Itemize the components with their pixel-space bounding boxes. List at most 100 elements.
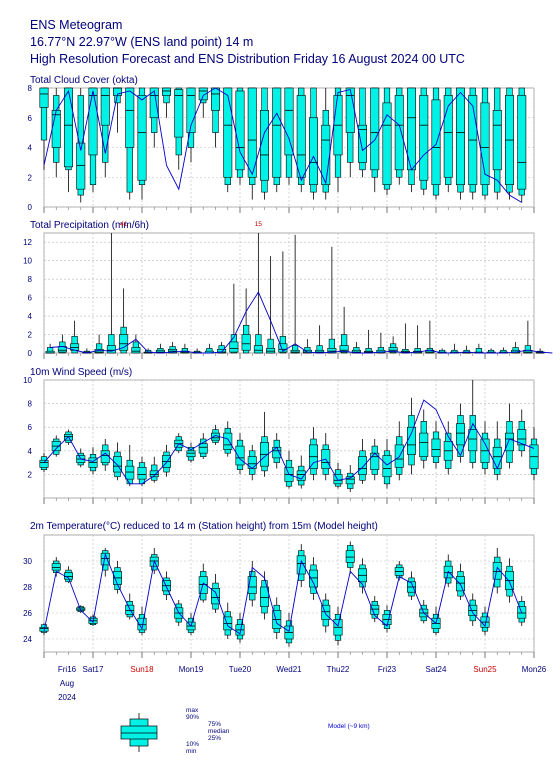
box-p25-p75 bbox=[51, 110, 61, 148]
box-p25-p75 bbox=[125, 87, 135, 148]
box-p25-p75 bbox=[308, 117, 318, 185]
box-p25-p75 bbox=[186, 87, 196, 133]
box-p25-p75 bbox=[64, 87, 74, 168]
box-p25-p75 bbox=[296, 95, 306, 178]
day-label: Mon26 bbox=[522, 665, 547, 674]
box-p25-p75 bbox=[266, 348, 276, 354]
box-p25-p75 bbox=[259, 586, 269, 607]
box-p25-p75 bbox=[247, 87, 257, 178]
box-p25-p75 bbox=[241, 334, 251, 351]
y-tick-label: 4 bbox=[28, 447, 33, 456]
legend-label: max bbox=[186, 707, 199, 714]
box-p25-p75 bbox=[76, 142, 86, 190]
box-p25-p75 bbox=[149, 87, 159, 119]
model-line bbox=[43, 399, 535, 485]
legend-label: min bbox=[186, 748, 197, 755]
day-label: Fri23 bbox=[378, 665, 397, 674]
box-p25-p75 bbox=[51, 563, 61, 571]
day-label: Sat24 bbox=[426, 665, 447, 674]
box-p25-p75 bbox=[296, 555, 306, 575]
month-label: Aug bbox=[60, 679, 74, 688]
box-p25-p75 bbox=[272, 446, 282, 459]
box-p25-p75 bbox=[113, 456, 123, 473]
box-p25-p75 bbox=[308, 569, 318, 588]
model-line bbox=[43, 552, 523, 635]
box-p25-p75 bbox=[443, 95, 453, 178]
box-p25-p75 bbox=[174, 89, 184, 138]
box-p25-p75 bbox=[455, 87, 465, 185]
y-tick-label: 10 bbox=[23, 257, 32, 266]
box-p25-p75 bbox=[119, 334, 129, 351]
box-p25-p75 bbox=[106, 345, 116, 354]
box-p25-p75 bbox=[370, 604, 380, 615]
panel-title: 10m Wind Speed (m/s) bbox=[30, 367, 132, 378]
box-p25-p75 bbox=[517, 429, 527, 446]
box-p25-p75 bbox=[357, 124, 367, 163]
box-p25-p75 bbox=[247, 576, 257, 594]
box-p25-p75 bbox=[223, 432, 233, 450]
day-label: Mon19 bbox=[179, 665, 204, 674]
y-tick-label: 10 bbox=[23, 376, 32, 385]
legend-label: 10% bbox=[186, 741, 199, 748]
box-p25-p75 bbox=[100, 450, 110, 463]
box-p25-p75 bbox=[100, 87, 110, 126]
box-p25-p75 bbox=[39, 459, 49, 468]
box-p25-p75 bbox=[419, 432, 429, 458]
box-p25-p75 bbox=[492, 446, 502, 469]
box-p25-p75 bbox=[278, 343, 288, 353]
box-p25-p75 bbox=[229, 341, 239, 353]
box-p25-p75 bbox=[259, 110, 269, 181]
box-p25-p75 bbox=[394, 95, 404, 171]
legend-label: 25% bbox=[208, 735, 221, 742]
box-p25-p75 bbox=[39, 87, 49, 108]
box-p25-p75 bbox=[382, 102, 392, 185]
overflow-value-label: 41 bbox=[120, 221, 128, 228]
box-p25-p75 bbox=[235, 445, 245, 466]
box-p25-p75 bbox=[198, 443, 208, 454]
box-p25-p75 bbox=[223, 87, 233, 178]
legend-label: 75% bbox=[208, 721, 221, 728]
y-tick-label: 28 bbox=[23, 583, 32, 592]
box-p25-p75 bbox=[217, 349, 227, 354]
box-p25-p75 bbox=[517, 95, 527, 190]
box-p25-p75 bbox=[492, 561, 502, 580]
model-line bbox=[50, 291, 553, 354]
legend-label: median bbox=[208, 728, 230, 735]
legend-label: 90% bbox=[186, 714, 199, 721]
box-p25-p75 bbox=[431, 438, 441, 458]
box-p25-p75 bbox=[253, 345, 263, 354]
box-p25-p75 bbox=[137, 95, 147, 181]
box-p25-p75 bbox=[321, 604, 331, 620]
overflow-value-label: 15 bbox=[255, 221, 263, 228]
y-tick-label: 0 bbox=[28, 349, 33, 358]
y-tick-label: 0 bbox=[28, 203, 33, 212]
box-p25-p75 bbox=[88, 87, 98, 156]
box-p25-p75 bbox=[211, 587, 221, 605]
day-label: Sun18 bbox=[130, 665, 154, 674]
box-p25-p75 bbox=[296, 470, 306, 481]
location-line: 16.77°N 22.97°W (ENS land point) 14 m bbox=[30, 35, 254, 49]
box-p25-p75 bbox=[455, 423, 465, 446]
y-tick-label: 6 bbox=[28, 294, 33, 303]
box-p25-p75 bbox=[137, 467, 147, 480]
y-tick-label: 4 bbox=[28, 144, 33, 153]
forecast-subtitle: High Resolution Forecast and ENS Distrib… bbox=[30, 52, 465, 66]
y-tick-label: 2 bbox=[28, 331, 33, 340]
box-p25-p75 bbox=[388, 347, 398, 353]
y-tick-label: 8 bbox=[28, 400, 33, 409]
box-p25-p75 bbox=[370, 87, 380, 171]
box-p25-p75 bbox=[125, 465, 135, 480]
legend-model-label: Model (~9 km) bbox=[328, 723, 370, 730]
box-p25-p75 bbox=[468, 429, 478, 452]
box-p25-p75 bbox=[345, 476, 355, 485]
y-tick-label: 8 bbox=[28, 275, 33, 284]
y-tick-label: 2 bbox=[28, 470, 33, 479]
box-p25-p75 bbox=[406, 426, 416, 455]
legend-box-p25-p75 bbox=[120, 725, 158, 740]
box-p25-p75 bbox=[162, 87, 172, 96]
y-tick-label: 12 bbox=[23, 238, 32, 247]
box-p10-p90 bbox=[341, 334, 348, 354]
panel-title: Total Cloud Cover (okta) bbox=[30, 75, 138, 86]
day-label: Fri16 bbox=[58, 665, 77, 674]
